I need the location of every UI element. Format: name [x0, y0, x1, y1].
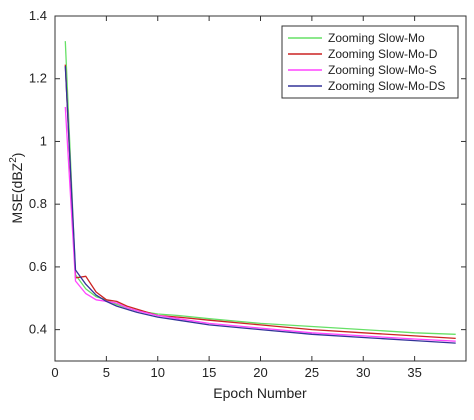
- legend-label: Zooming Slow-Mo-DS: [328, 79, 445, 93]
- series-line: [64, 66, 456, 344]
- y-tick-label: 1: [40, 133, 47, 148]
- y-tick-label: 1.2: [29, 71, 47, 86]
- y-tick-label: 0.6: [29, 259, 47, 274]
- x-tick-label: 15: [202, 365, 216, 380]
- x-tick-label: 30: [356, 365, 370, 380]
- x-axis-label: Epoch Number: [213, 385, 307, 401]
- x-tick-label: 5: [103, 365, 110, 380]
- series-lines: [64, 41, 456, 344]
- legend-label: Zooming Slow-Mo-S: [328, 63, 437, 77]
- x-tick-label: 10: [151, 365, 165, 380]
- y-axis-label-superscript: 2: [8, 157, 19, 163]
- x-tick-label: 35: [407, 365, 421, 380]
- axis-ticks: 0 5 10 15 20 25 30 35 0.4 0.6 0.8 1 1.2 1.4: [29, 8, 466, 380]
- legend-label: Zooming Slow-Mo-D: [328, 47, 438, 61]
- y-tick-label: 1.4: [29, 8, 47, 23]
- y-axis-label: MSE(dBZ2): [8, 153, 25, 224]
- series-line: [64, 106, 456, 342]
- y-axis-label-base: MSE(dBZ: [9, 162, 25, 223]
- y-tick-label: 0.4: [29, 322, 47, 337]
- legend-items: Zooming Slow-Mo Zooming Slow-Mo-D Zooming …: [288, 31, 445, 93]
- legend-label: Zooming Slow-Mo: [328, 31, 425, 45]
- x-tick-label: 25: [305, 365, 319, 380]
- x-tick-label: 20: [253, 365, 267, 380]
- series-line: [64, 64, 456, 340]
- legend: Zooming Slow-Mo Zooming Slow-Mo-D Zooming …: [281, 25, 459, 99]
- y-axis-label-close: ): [9, 153, 25, 158]
- y-tick-label: 0.8: [29, 196, 47, 211]
- x-tick-label: 0: [51, 365, 58, 380]
